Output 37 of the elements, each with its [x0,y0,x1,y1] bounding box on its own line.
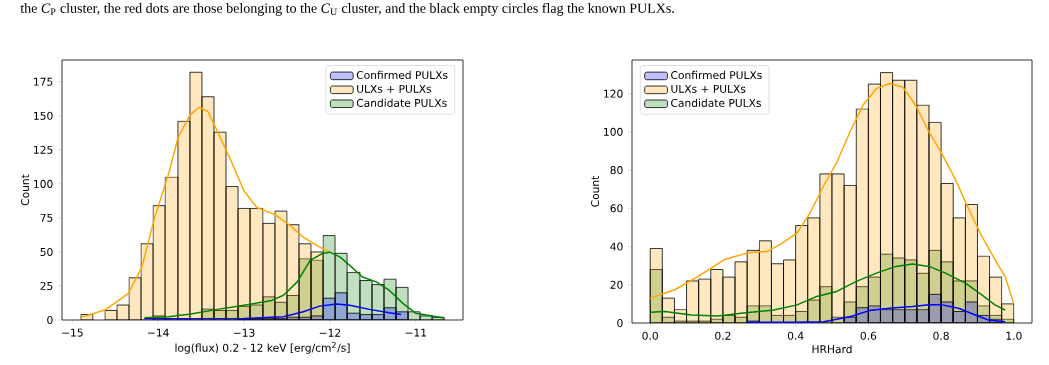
y-tick-label: 40 [610,242,623,251]
x-tick-label: 0.8 [933,331,949,340]
x-tick-label: −11 [405,328,427,337]
y-tick-label: 0 [47,315,53,325]
y-tick-label: 25 [40,281,53,290]
y-tick-label: 75 [40,213,53,222]
legend-label: Candidate PULXs [356,98,447,107]
legend-label: Confirmed PULXs [671,70,762,80]
y-tick-label: 120 [604,89,623,98]
x-tick-label: 0.4 [787,331,804,340]
legend-label: ULXs + PULXs [671,84,746,93]
y-tick-label: 150 [34,111,53,120]
x-tick-label: −14 [148,328,169,337]
text: the C$_{P}$ cluster, the red dots are those belonging to the C$_{U}$ cluster, and the black empty circles flag the known PULXs. [20,2,674,16]
y-tick-label: 80 [610,166,623,175]
y-axis-title: Count [591,175,600,207]
legend-label: Candidate PULXs [671,98,761,107]
x-tick-label: 0.2 [715,331,731,340]
x-axis-title: log(flux) 0.2 - 12 keV [erg/cm$^{2}$/s] [175,341,350,354]
x-tick-label: −15 [62,328,83,337]
y-tick-label: 0 [617,318,623,328]
legend-label: ULXs + PULXs [357,84,432,93]
x-tick-label: 1.0 [1006,331,1022,340]
x-tick-label: 0.0 [642,331,658,340]
x-tick-label: −13 [233,328,255,337]
y-tick-label: 175 [34,77,53,86]
y-tick-label: 125 [34,145,53,154]
y-tick-label: 100 [34,179,53,188]
y-axis-title: Count [21,174,30,206]
legend-label: Confirmed PULXs [356,70,448,80]
x-tick-label: 0.6 [860,331,877,340]
x-tick-label: −12 [319,328,341,337]
y-tick-label: 60 [610,204,623,213]
y-tick-label: 50 [40,247,53,256]
x-axis-title: HRHard [812,344,852,354]
y-tick-label: 100 [604,127,623,136]
y-tick-label: 20 [610,280,623,289]
